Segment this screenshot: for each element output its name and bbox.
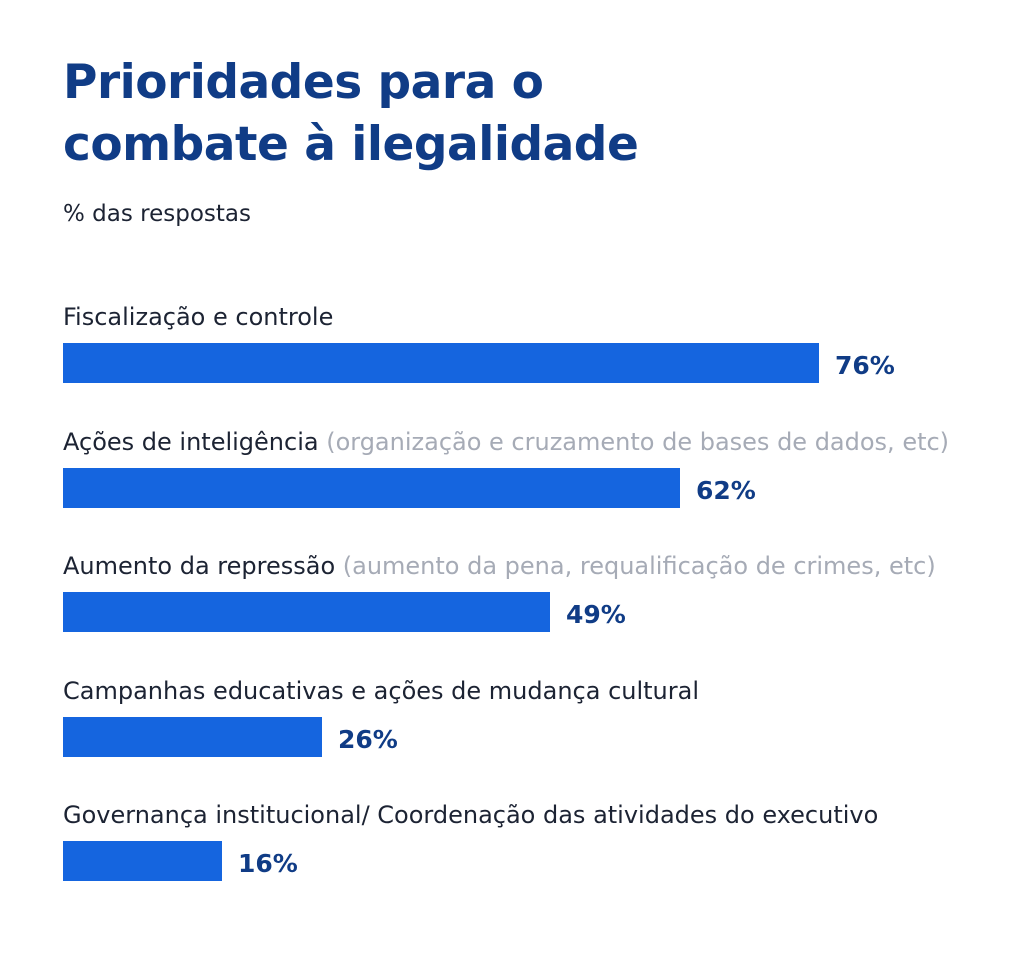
category-name: Ações de inteligência xyxy=(63,428,319,456)
bar xyxy=(63,343,819,383)
category-label: Campanhas educativas e ações de mudança … xyxy=(63,676,699,706)
category-label: Aumento da repressão (aumento da pena, r… xyxy=(63,551,936,581)
chart-title: Prioridades para o combate à ilegalidade xyxy=(63,52,763,176)
category-name: Fiscalização e controle xyxy=(63,303,334,331)
chart-subtitle: % das respostas xyxy=(63,201,251,227)
chart-title-line-2: combate à ilegalidade xyxy=(63,117,639,172)
bar-value-label: 26% xyxy=(338,725,398,754)
category-note: (aumento da pena, requalificação de crim… xyxy=(335,552,936,580)
bar-value-label: 76% xyxy=(835,351,895,380)
bar xyxy=(63,592,550,632)
category-label: Ações de inteligência (organização e cru… xyxy=(63,427,949,457)
bar-value-label: 62% xyxy=(696,476,756,505)
bar xyxy=(63,468,680,508)
category-label: Governança institucional/ Coordenação da… xyxy=(63,800,878,830)
category-note: (organização e cruzamento de bases de da… xyxy=(318,428,950,456)
category-label: Fiscalização e controle xyxy=(63,302,333,332)
bar-value-label: 49% xyxy=(566,600,626,629)
category-name: Governança institucional/ Coordenação da… xyxy=(63,801,879,829)
bar xyxy=(63,717,322,757)
category-name: Aumento da repressão xyxy=(63,552,336,580)
bar-value-label: 16% xyxy=(238,849,298,878)
category-name: Campanhas educativas e ações de mudança … xyxy=(63,677,699,705)
bar xyxy=(63,841,222,881)
chart-title-line-1: Prioridades para o xyxy=(63,55,544,110)
